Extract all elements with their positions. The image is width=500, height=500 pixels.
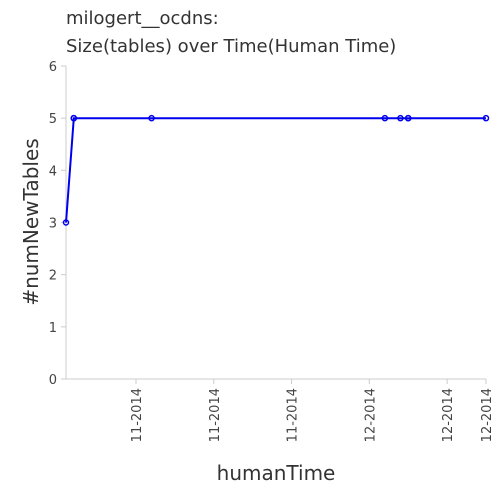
x-ticks: 11-2014 11-2014 11-2014 12-2014 12-2014 12-20… [130, 379, 495, 442]
chart-title-line1: milogert__ocdns: [66, 8, 219, 29]
series-group [62, 114, 490, 226]
data-point [404, 114, 412, 122]
x-tick-label: 11-2014 [286, 388, 301, 442]
y-tick-label: 5 [49, 112, 57, 127]
y-tick-label: 6 [49, 60, 57, 75]
axes [65, 66, 486, 380]
data-point [397, 114, 404, 122]
y-tick-label: 2 [49, 269, 57, 284]
data-point [148, 114, 155, 122]
x-tick-label: 12-2014 [363, 388, 378, 442]
y-tick-label: 1 [49, 321, 57, 336]
data-point [70, 114, 78, 122]
data-point [482, 114, 490, 122]
data-point [62, 219, 70, 226]
y-axis-label: #numNewTables [19, 138, 43, 305]
y-tick-label: 4 [49, 164, 57, 179]
x-tick-label: 12-2014 [441, 388, 456, 442]
x-tick-label: 11-2014 [208, 388, 223, 442]
y-tick-label: 3 [49, 217, 57, 232]
data-point [381, 114, 389, 122]
y-tick-label: 0 [49, 373, 57, 388]
chart-title-line2: Size(tables) over Time(Human Time) [66, 36, 396, 57]
x-tick-label: 11-2014 [130, 388, 145, 442]
series-line [65, 117, 486, 223]
y-ticks: 0 1 2 3 4 5 6 [49, 60, 66, 388]
x-tick-label: 12-2014 [480, 388, 495, 442]
x-axis-label: humanTime [217, 461, 336, 485]
